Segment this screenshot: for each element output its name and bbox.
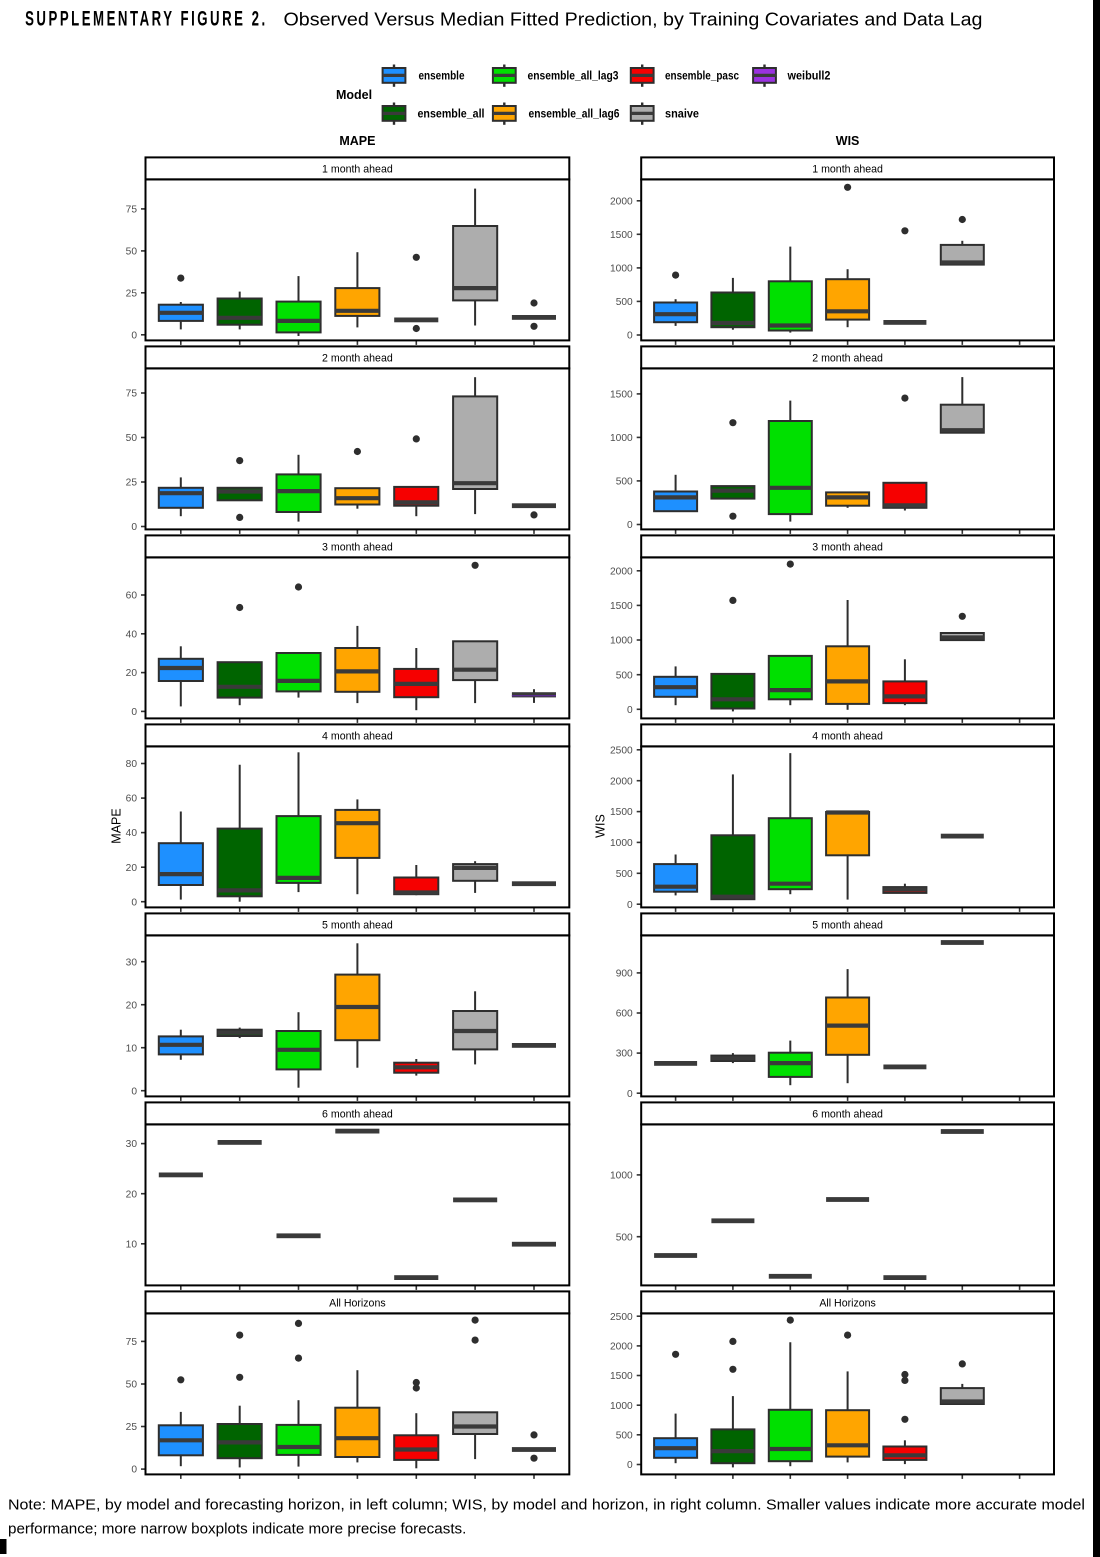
svg-text:0: 0	[131, 522, 137, 533]
svg-text:30: 30	[126, 1139, 138, 1150]
svg-text:snaive: snaive	[665, 109, 699, 121]
svg-text:3 month ahead: 3 month ahead	[812, 541, 883, 553]
svg-text:ensemble_all_lag3: ensemble_all_lag3	[528, 71, 619, 83]
svg-text:1500: 1500	[610, 807, 633, 818]
svg-text:500: 500	[616, 297, 633, 308]
svg-text:4 month ahead: 4 month ahead	[322, 730, 393, 742]
svg-text:WIS: WIS	[836, 134, 860, 148]
svg-text:1500: 1500	[610, 390, 633, 401]
svg-text:500: 500	[616, 1430, 633, 1441]
svg-text:1000: 1000	[610, 433, 633, 444]
svg-text:weibull2: weibull2	[787, 71, 831, 83]
svg-text:40: 40	[126, 629, 138, 640]
svg-text:60: 60	[126, 591, 138, 602]
svg-text:0: 0	[131, 1465, 137, 1476]
svg-text:25: 25	[126, 1422, 138, 1433]
svg-text:2000: 2000	[610, 776, 633, 787]
svg-text:1000: 1000	[610, 1171, 633, 1182]
svg-text:1 month ahead: 1 month ahead	[322, 163, 393, 175]
svg-text:0: 0	[627, 705, 633, 716]
svg-text:50: 50	[126, 247, 138, 258]
svg-text:All Horizons: All Horizons	[329, 1297, 386, 1309]
svg-text:MAPE: MAPE	[110, 808, 124, 843]
svg-text:1000: 1000	[610, 636, 633, 647]
svg-text:Observed Versus Median Fitted: Observed Versus Median Fitted Prediction…	[284, 10, 983, 30]
svg-text:600: 600	[616, 1009, 633, 1020]
svg-text:20: 20	[126, 863, 138, 874]
svg-text:3 month ahead: 3 month ahead	[322, 541, 393, 553]
svg-text:2 month ahead: 2 month ahead	[322, 352, 393, 364]
svg-text:75: 75	[126, 1337, 138, 1348]
svg-text:6 month ahead: 6 month ahead	[322, 1108, 393, 1120]
svg-text:75: 75	[126, 389, 138, 400]
svg-text:Model: Model	[336, 88, 372, 102]
svg-text:SUPPLEMENTARY FIGURE 2.: SUPPLEMENTARY FIGURE 2.	[25, 6, 268, 30]
svg-text:500: 500	[616, 670, 633, 681]
svg-text:500: 500	[616, 1232, 633, 1243]
svg-text:25: 25	[126, 288, 138, 299]
svg-text:Note: MAPE, by model and forec: Note: MAPE, by model and forecasting hor…	[8, 1497, 1085, 1514]
svg-text:500: 500	[616, 869, 633, 880]
svg-text:30: 30	[126, 957, 138, 968]
svg-text:0: 0	[627, 331, 633, 342]
svg-text:0: 0	[627, 900, 633, 911]
svg-text:2500: 2500	[610, 1312, 633, 1323]
svg-text:ensemble_all: ensemble_all	[418, 109, 485, 121]
svg-text:MAPE: MAPE	[339, 134, 375, 148]
svg-text:5 month ahead: 5 month ahead	[322, 919, 393, 931]
svg-text:ensemble_pasc: ensemble_pasc	[665, 71, 740, 83]
svg-text:WIS: WIS	[594, 814, 608, 838]
svg-text:6 month ahead: 6 month ahead	[812, 1108, 883, 1120]
svg-text:1000: 1000	[610, 1401, 633, 1412]
svg-text:10: 10	[126, 1043, 138, 1054]
svg-text:1000: 1000	[610, 264, 633, 275]
svg-text:2 month ahead: 2 month ahead	[812, 352, 883, 364]
svg-text:0: 0	[627, 520, 633, 531]
svg-text:5 month ahead: 5 month ahead	[812, 919, 883, 931]
svg-text:2000: 2000	[610, 196, 633, 207]
svg-text:20: 20	[126, 1000, 138, 1011]
svg-text:60: 60	[126, 794, 138, 805]
svg-text:All Horizons: All Horizons	[819, 1297, 876, 1309]
svg-text:4 month ahead: 4 month ahead	[812, 730, 883, 742]
svg-text:500: 500	[616, 477, 633, 488]
svg-text:50: 50	[126, 433, 138, 444]
svg-text:10: 10	[126, 1239, 138, 1250]
svg-text:1500: 1500	[610, 601, 633, 612]
svg-text:ensemble_all_lag6: ensemble_all_lag6	[529, 109, 620, 121]
svg-text:1000: 1000	[610, 838, 633, 849]
svg-text:40: 40	[126, 828, 138, 839]
svg-text:1500: 1500	[610, 1371, 633, 1382]
svg-text:20: 20	[126, 668, 138, 679]
svg-text:900: 900	[616, 969, 633, 980]
svg-text:2500: 2500	[610, 745, 633, 756]
svg-text:0: 0	[627, 1089, 633, 1100]
svg-text:1 month ahead: 1 month ahead	[812, 163, 883, 175]
svg-text:1500: 1500	[610, 230, 633, 241]
svg-text:75: 75	[126, 205, 138, 216]
svg-text:0: 0	[131, 1086, 137, 1097]
svg-text:0: 0	[131, 330, 137, 341]
svg-text:2000: 2000	[610, 1342, 633, 1353]
svg-text:0: 0	[131, 707, 137, 718]
svg-text:performance; more narrow boxpl: performance; more narrow boxplots indica…	[8, 1521, 466, 1538]
svg-text:2000: 2000	[610, 566, 633, 577]
svg-text:300: 300	[616, 1049, 633, 1060]
svg-text:20: 20	[126, 1189, 138, 1200]
svg-text:ensemble: ensemble	[419, 71, 465, 83]
svg-text:50: 50	[126, 1380, 138, 1391]
svg-text:0: 0	[627, 1460, 633, 1471]
svg-text:80: 80	[126, 759, 138, 770]
svg-text:0: 0	[131, 897, 137, 908]
svg-text:25: 25	[126, 478, 138, 489]
